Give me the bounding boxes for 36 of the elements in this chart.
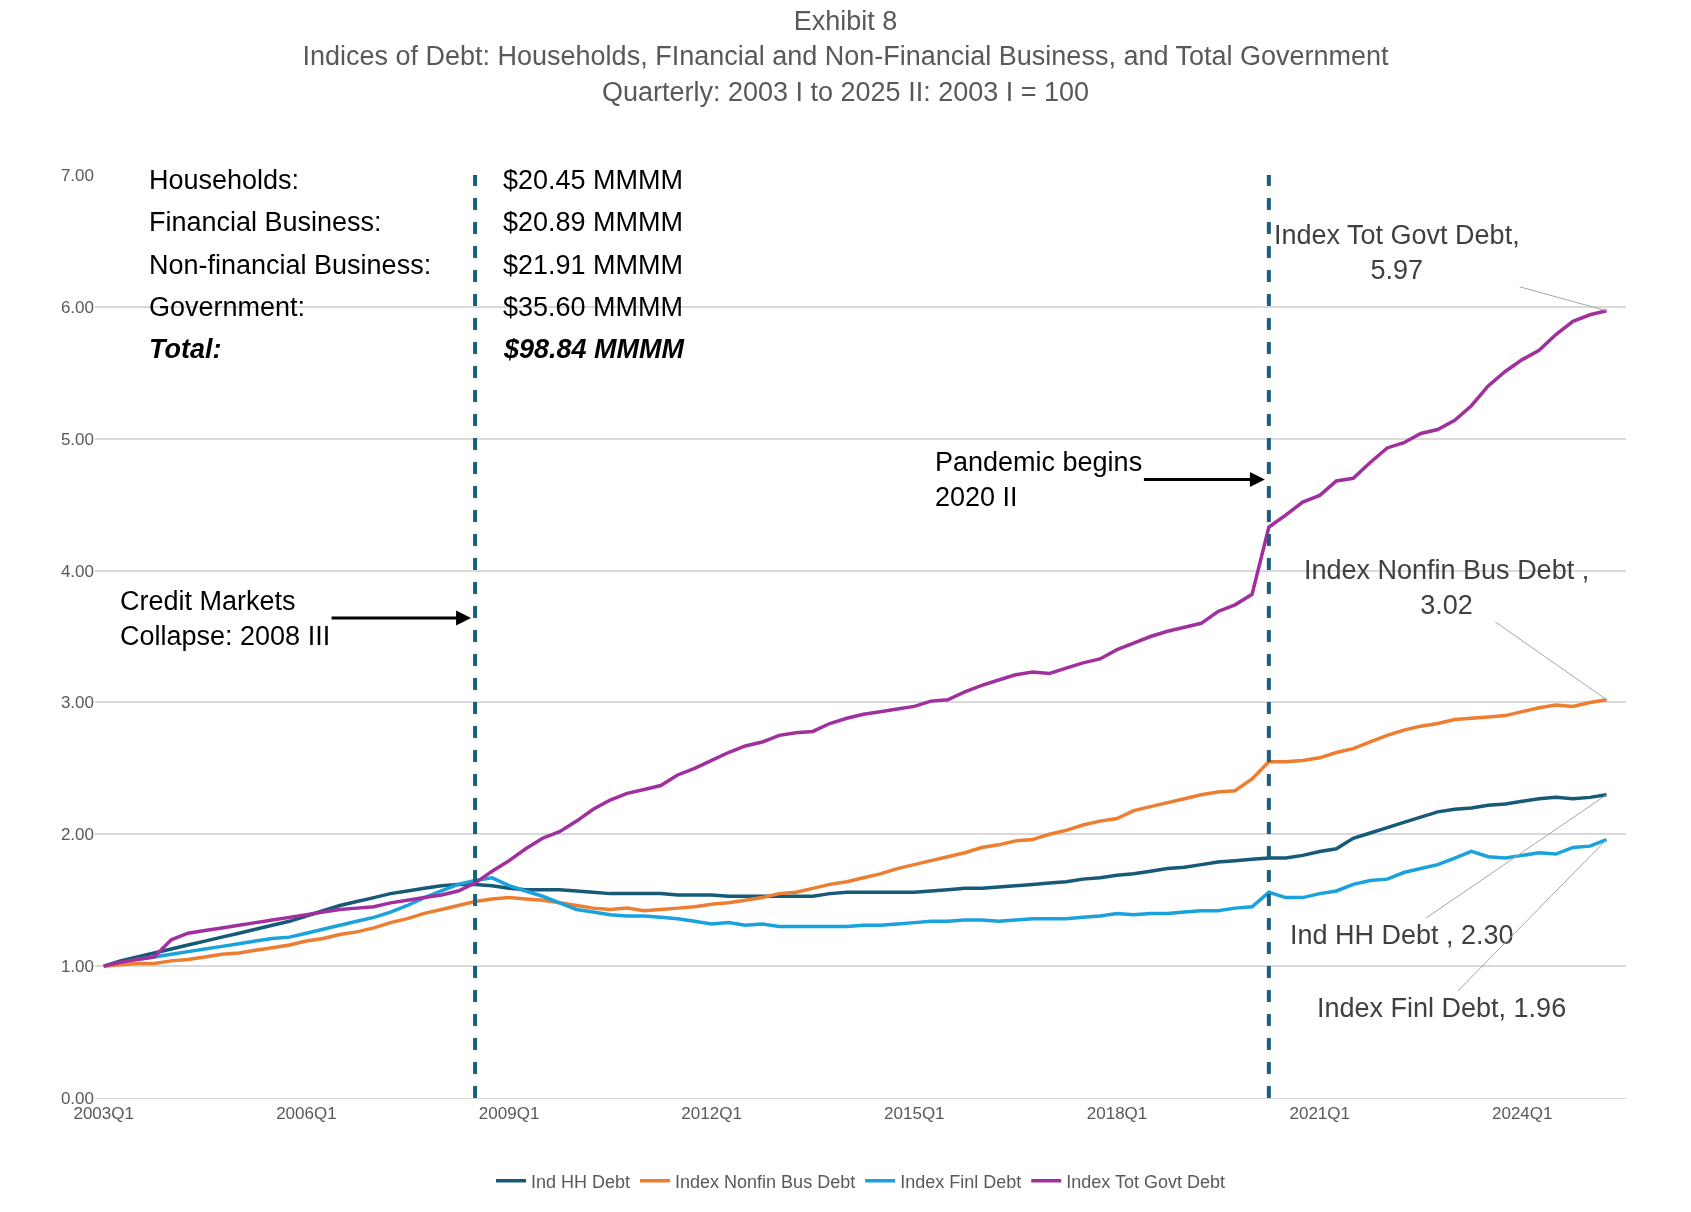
x-tick-label: 2009Q1	[478, 1104, 540, 1124]
chart-title: Exhibit 8	[793, 6, 898, 37]
annotation: Index Tot Govt Debt, 5.97	[1274, 220, 1520, 286]
x-tick-label: 2024Q1	[1491, 1104, 1553, 1124]
x-tick-label: 2018Q1	[1086, 1104, 1148, 1124]
y-tick-label: 6.00	[60, 297, 94, 317]
ref-line-label: Credit Markets Collapse: 2008 III	[120, 586, 331, 652]
ref-line-label: Pandemic begins 2020 II	[935, 447, 1143, 513]
annotation: Index Finl Debt, 1.96	[1317, 993, 1567, 1023]
y-tick-label: 5.00	[60, 429, 94, 449]
y-tick-label: 1.00	[60, 957, 94, 977]
annotation: Total:	[149, 334, 222, 364]
annotation: Ind HH Debt , 2.30	[1290, 920, 1514, 950]
legend-label: Index Nonfin Bus Debt	[675, 1171, 856, 1192]
chart-subtitle: Indices of Debt: Households, FInancial and Non-Financial Business, and Total Government Quarterly: 2003 I to 2025 II: 2003 I = 100	[302, 41, 1390, 107]
legend-label: Index Finl Debt	[900, 1171, 1022, 1192]
annotation: Financial Business:	[149, 207, 382, 237]
y-tick-label: 2.00	[60, 825, 94, 845]
y-tick-label: 3.00	[60, 693, 94, 713]
annotation: $20.45 MMMM	[503, 165, 684, 195]
legend-label: Index Tot Govt Debt	[1066, 1171, 1225, 1192]
annotation: $20.89 MMMM	[503, 207, 684, 237]
y-tick-label: 7.00	[60, 165, 94, 185]
annotation: Non-financial Business:	[149, 250, 432, 280]
annotation: $35.60 MMMM	[503, 292, 684, 322]
annotation: $98.84 MMMM	[503, 334, 685, 364]
y-tick-label: 4.00	[60, 561, 94, 581]
annotation: Households:	[149, 165, 300, 195]
annotation: $21.91 MMMM	[503, 250, 684, 280]
annotation: Government:	[149, 292, 306, 322]
annotation: Index Nonfin Bus Debt , 3.02	[1304, 555, 1590, 621]
x-tick-label: 2012Q1	[681, 1104, 742, 1124]
x-tick-label: 2006Q1	[276, 1104, 337, 1124]
legend-label: Ind HH Debt	[531, 1171, 631, 1192]
x-tick-label: 2021Q1	[1289, 1104, 1350, 1124]
x-tick-label: 2015Q1	[884, 1104, 945, 1124]
